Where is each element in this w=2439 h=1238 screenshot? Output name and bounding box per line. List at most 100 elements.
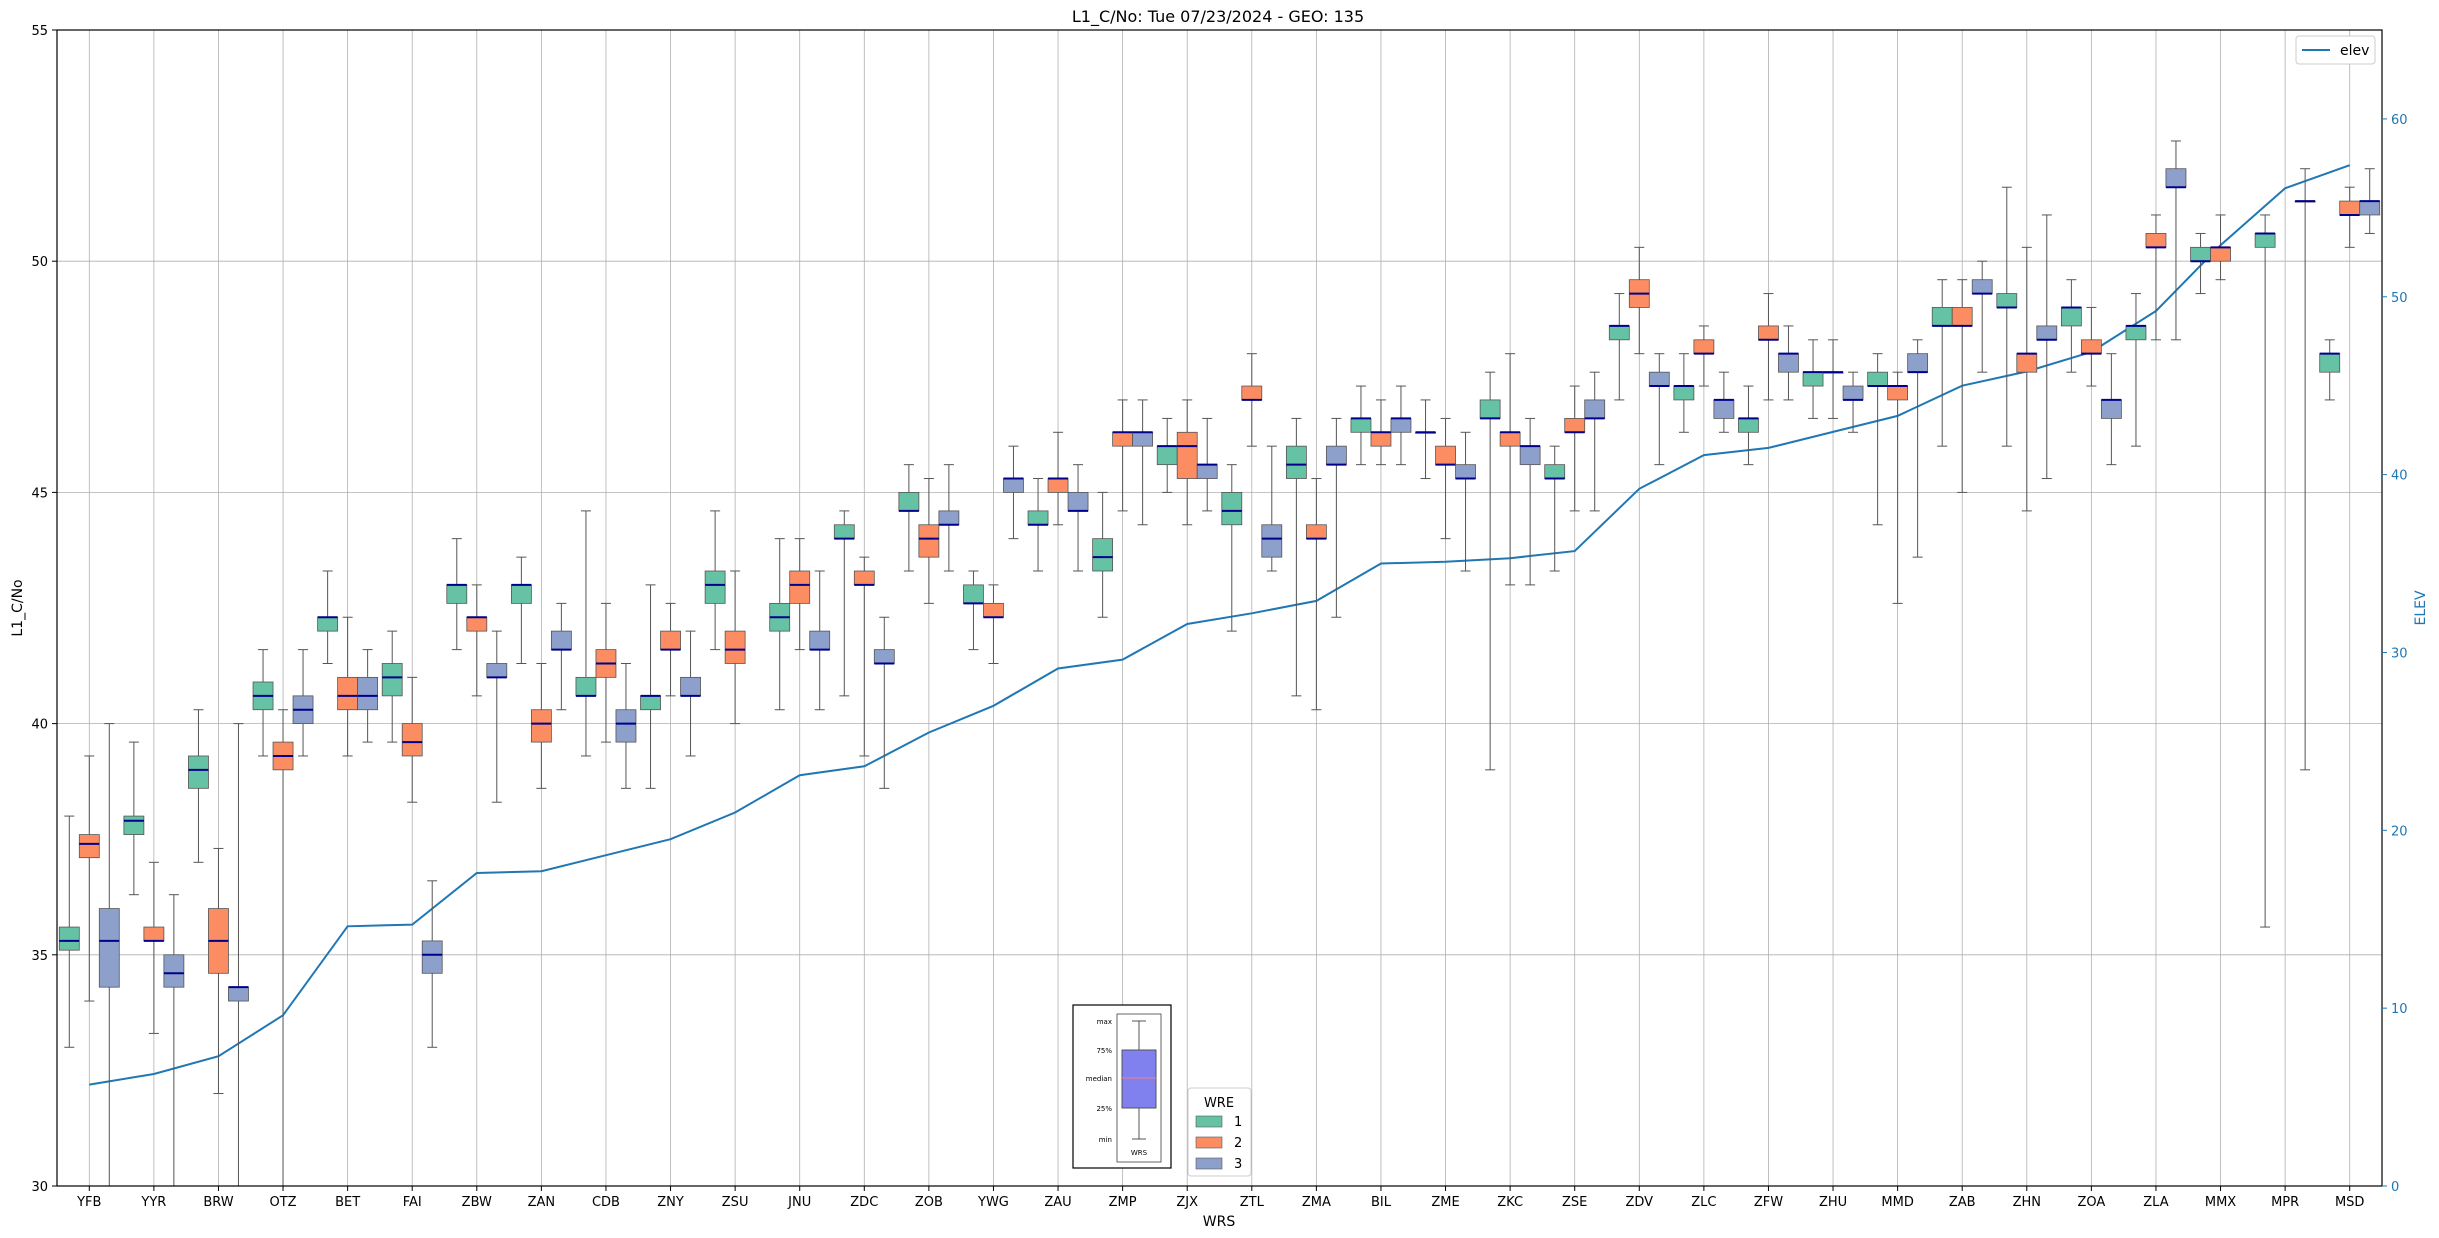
x-tick-label: ZME — [1431, 1195, 1459, 1210]
x-tick-label: ZDV — [1625, 1195, 1653, 1210]
box-wre-2 — [1241, 385, 1263, 401]
box-wre-3 — [1132, 431, 1154, 447]
box-wre-2 — [2210, 246, 2231, 262]
wre-legend-label-2: 2 — [1234, 1136, 1242, 1151]
box-wre-3 — [1003, 478, 1024, 493]
box-wre-2 — [1370, 431, 1392, 447]
box-wre-3 — [550, 630, 572, 651]
x-tick-label: ZTL — [1240, 1195, 1265, 1210]
y-tick-label: 35 — [31, 949, 48, 964]
key-max: max — [1097, 1018, 1112, 1026]
box-wre-1 — [1738, 418, 1759, 433]
box-wre-3 — [809, 630, 831, 651]
box-wre-1 — [2190, 246, 2211, 262]
x-tick-label: ZHN — [2013, 1195, 2041, 1210]
box-wre-2 — [143, 926, 165, 942]
y2-tick-label: 10 — [2391, 1002, 2408, 1017]
x-tick-label: ZDC — [850, 1195, 878, 1210]
box-wre-2 — [1693, 339, 1715, 355]
wre-legend-swatch-2 — [1195, 1136, 1223, 1149]
box-wre-1 — [963, 584, 984, 604]
x-tick-label: ZJX — [1176, 1195, 1198, 1210]
box-wre-1 — [1027, 510, 1049, 526]
box-wre-2 — [2016, 353, 2038, 373]
box-wre-3 — [1196, 464, 1218, 479]
box-wre-2 — [78, 834, 100, 859]
box-wre-2 — [1305, 524, 1327, 540]
box-wre-3 — [2100, 399, 2122, 419]
key-q3: 75% — [1096, 1047, 1112, 1055]
box-layer — [58, 140, 2381, 1187]
x-tick-label: YWG — [977, 1195, 1009, 1210]
box-wre-3 — [98, 908, 120, 988]
box-wre-3 — [1325, 445, 1347, 466]
box-wre-3 — [2036, 325, 2058, 341]
grid-layer — [57, 29, 2382, 1187]
box-wre-2 — [1887, 385, 1909, 401]
box-wre-2 — [789, 570, 811, 604]
x-tick-label: YFB — [76, 1195, 101, 1210]
x-tick-label: ZOA — [2077, 1195, 2105, 1210]
y-tick-label: 50 — [31, 255, 48, 270]
box-wre-2 — [2145, 233, 2167, 248]
box-wre-3 — [421, 940, 443, 974]
x-tick-label: ZAN — [528, 1195, 556, 1210]
x-tick-label: BRW — [203, 1195, 233, 1210]
box-wre-1 — [1544, 464, 1566, 479]
box-wre-1 — [1673, 385, 1695, 401]
x-tick-label: ZNY — [657, 1195, 684, 1210]
box-wre-1 — [1285, 445, 1307, 479]
box-wre-2 — [337, 676, 359, 711]
box-wre-1 — [1092, 538, 1114, 572]
x-tick-label: BET — [335, 1195, 360, 1210]
box-wre-1 — [1996, 293, 2018, 308]
box-wre-3 — [1842, 385, 1864, 401]
box-wre-2 — [1435, 445, 1456, 466]
box-wre-1 — [2125, 325, 2147, 341]
box-wre-3 — [1584, 399, 1606, 419]
box-wre-1 — [1608, 325, 1630, 341]
x-tick-label: MMX — [2205, 1195, 2236, 1210]
box-wre-2 — [1047, 478, 1069, 493]
box-wre-3 — [2359, 200, 2381, 216]
x-tick-label: OTZ — [269, 1195, 296, 1210]
box-wre-2 — [1951, 307, 1973, 327]
box-wre-1 — [2060, 307, 2082, 327]
key-min: min — [1099, 1136, 1112, 1144]
box-key: max 75% median 25% min WRS — [1072, 1004, 1172, 1169]
x-tick-label: MSD — [2335, 1195, 2364, 1210]
y-axis: 30 35 40 45 50 55 — [31, 24, 57, 1195]
key-median: median — [1086, 1075, 1112, 1083]
x-tick-label: ZLC — [1691, 1195, 1716, 1210]
box-wre-1 — [1931, 307, 1953, 327]
box-wre-3 — [1390, 418, 1412, 433]
key-q1: 25% — [1096, 1105, 1112, 1113]
box-wre-1 — [317, 616, 339, 632]
box-wre-3 — [1455, 464, 1476, 479]
box-wre-2 — [660, 630, 681, 651]
key-xlabel: WRS — [1131, 1149, 1148, 1157]
box-wre-2 — [401, 723, 423, 757]
x-tick-label: JNU — [787, 1195, 811, 1210]
wre-legend-label-1: 1 — [1234, 1115, 1242, 1130]
box-wre-1 — [1867, 371, 1889, 387]
x-tick-label: ZBW — [462, 1195, 492, 1210]
box-wre-3 — [680, 676, 701, 697]
y2-tick-label: 60 — [2391, 113, 2408, 128]
y-axis-label: L1_C/No — [10, 579, 26, 636]
box-wre-2 — [918, 524, 940, 558]
x-tick-label: ZAB — [1949, 1195, 1976, 1210]
box-wre-1 — [704, 570, 726, 604]
x-tick-label: YYR — [140, 1195, 166, 1210]
box-wre-2 — [983, 602, 1004, 618]
x-tick-label: ZLA — [2143, 1195, 2168, 1210]
box-wre-1 — [446, 584, 468, 604]
chart-title: L1_C/No: Tue 07/23/2024 - GEO: 135 — [1072, 7, 1364, 27]
box-wre-2 — [1499, 431, 1521, 447]
y-tick-label: 45 — [31, 486, 48, 501]
box-wre-3 — [1261, 524, 1283, 558]
box-wre-3 — [1778, 353, 1799, 373]
y2-tick-label: 20 — [2391, 824, 2408, 839]
box-wre-1 — [2319, 353, 2341, 373]
